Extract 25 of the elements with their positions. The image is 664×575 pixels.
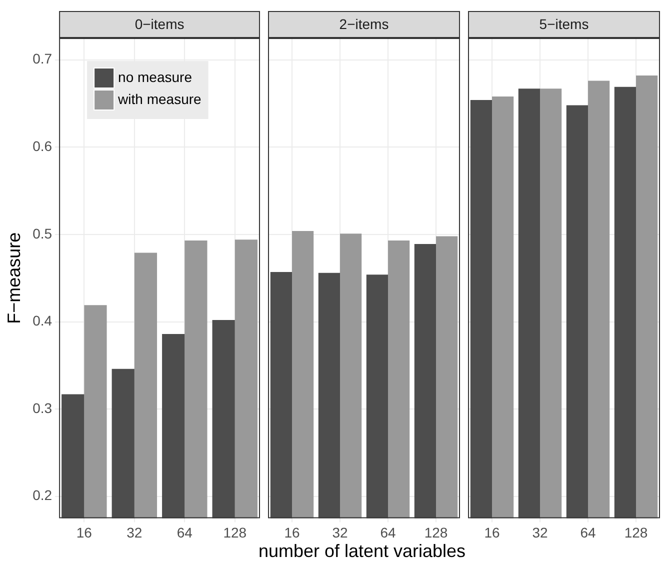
x-tick-label: 128 [223, 524, 247, 540]
chart-title: 0−items [134, 16, 184, 32]
chart-title: 2−items [339, 16, 389, 32]
x-tick-label: 128 [624, 524, 648, 540]
y-tick-label: 0.6 [32, 138, 52, 154]
x-tick-label: 16 [284, 524, 300, 540]
x-tick-label: 64 [580, 524, 596, 540]
y-tick-label: 0.2 [32, 487, 52, 504]
x-tick-label: 32 [532, 524, 548, 540]
y-tick-label: 0.5 [32, 225, 52, 242]
legend-label: with measure [117, 90, 202, 107]
legend-label: no measure [118, 68, 192, 85]
x-tick-label: 64 [380, 524, 396, 540]
x-tick-label: 64 [176, 524, 193, 540]
x-tick-label: 16 [76, 524, 92, 540]
y-tick-label: 0.4 [32, 312, 52, 329]
x-axis-title: number of latent variables [257, 541, 467, 562]
x-tick-label: 32 [126, 524, 142, 540]
x-tick-label: 128 [424, 524, 448, 540]
y-tick-label: 0.7 [32, 50, 52, 67]
x-tick-label: 16 [484, 524, 500, 540]
y-axis-title: F−measure [4, 232, 24, 324]
y-tick-label: 0.3 [32, 400, 52, 416]
chart-title: 5−items [539, 16, 589, 32]
x-tick-label: 32 [332, 524, 348, 540]
